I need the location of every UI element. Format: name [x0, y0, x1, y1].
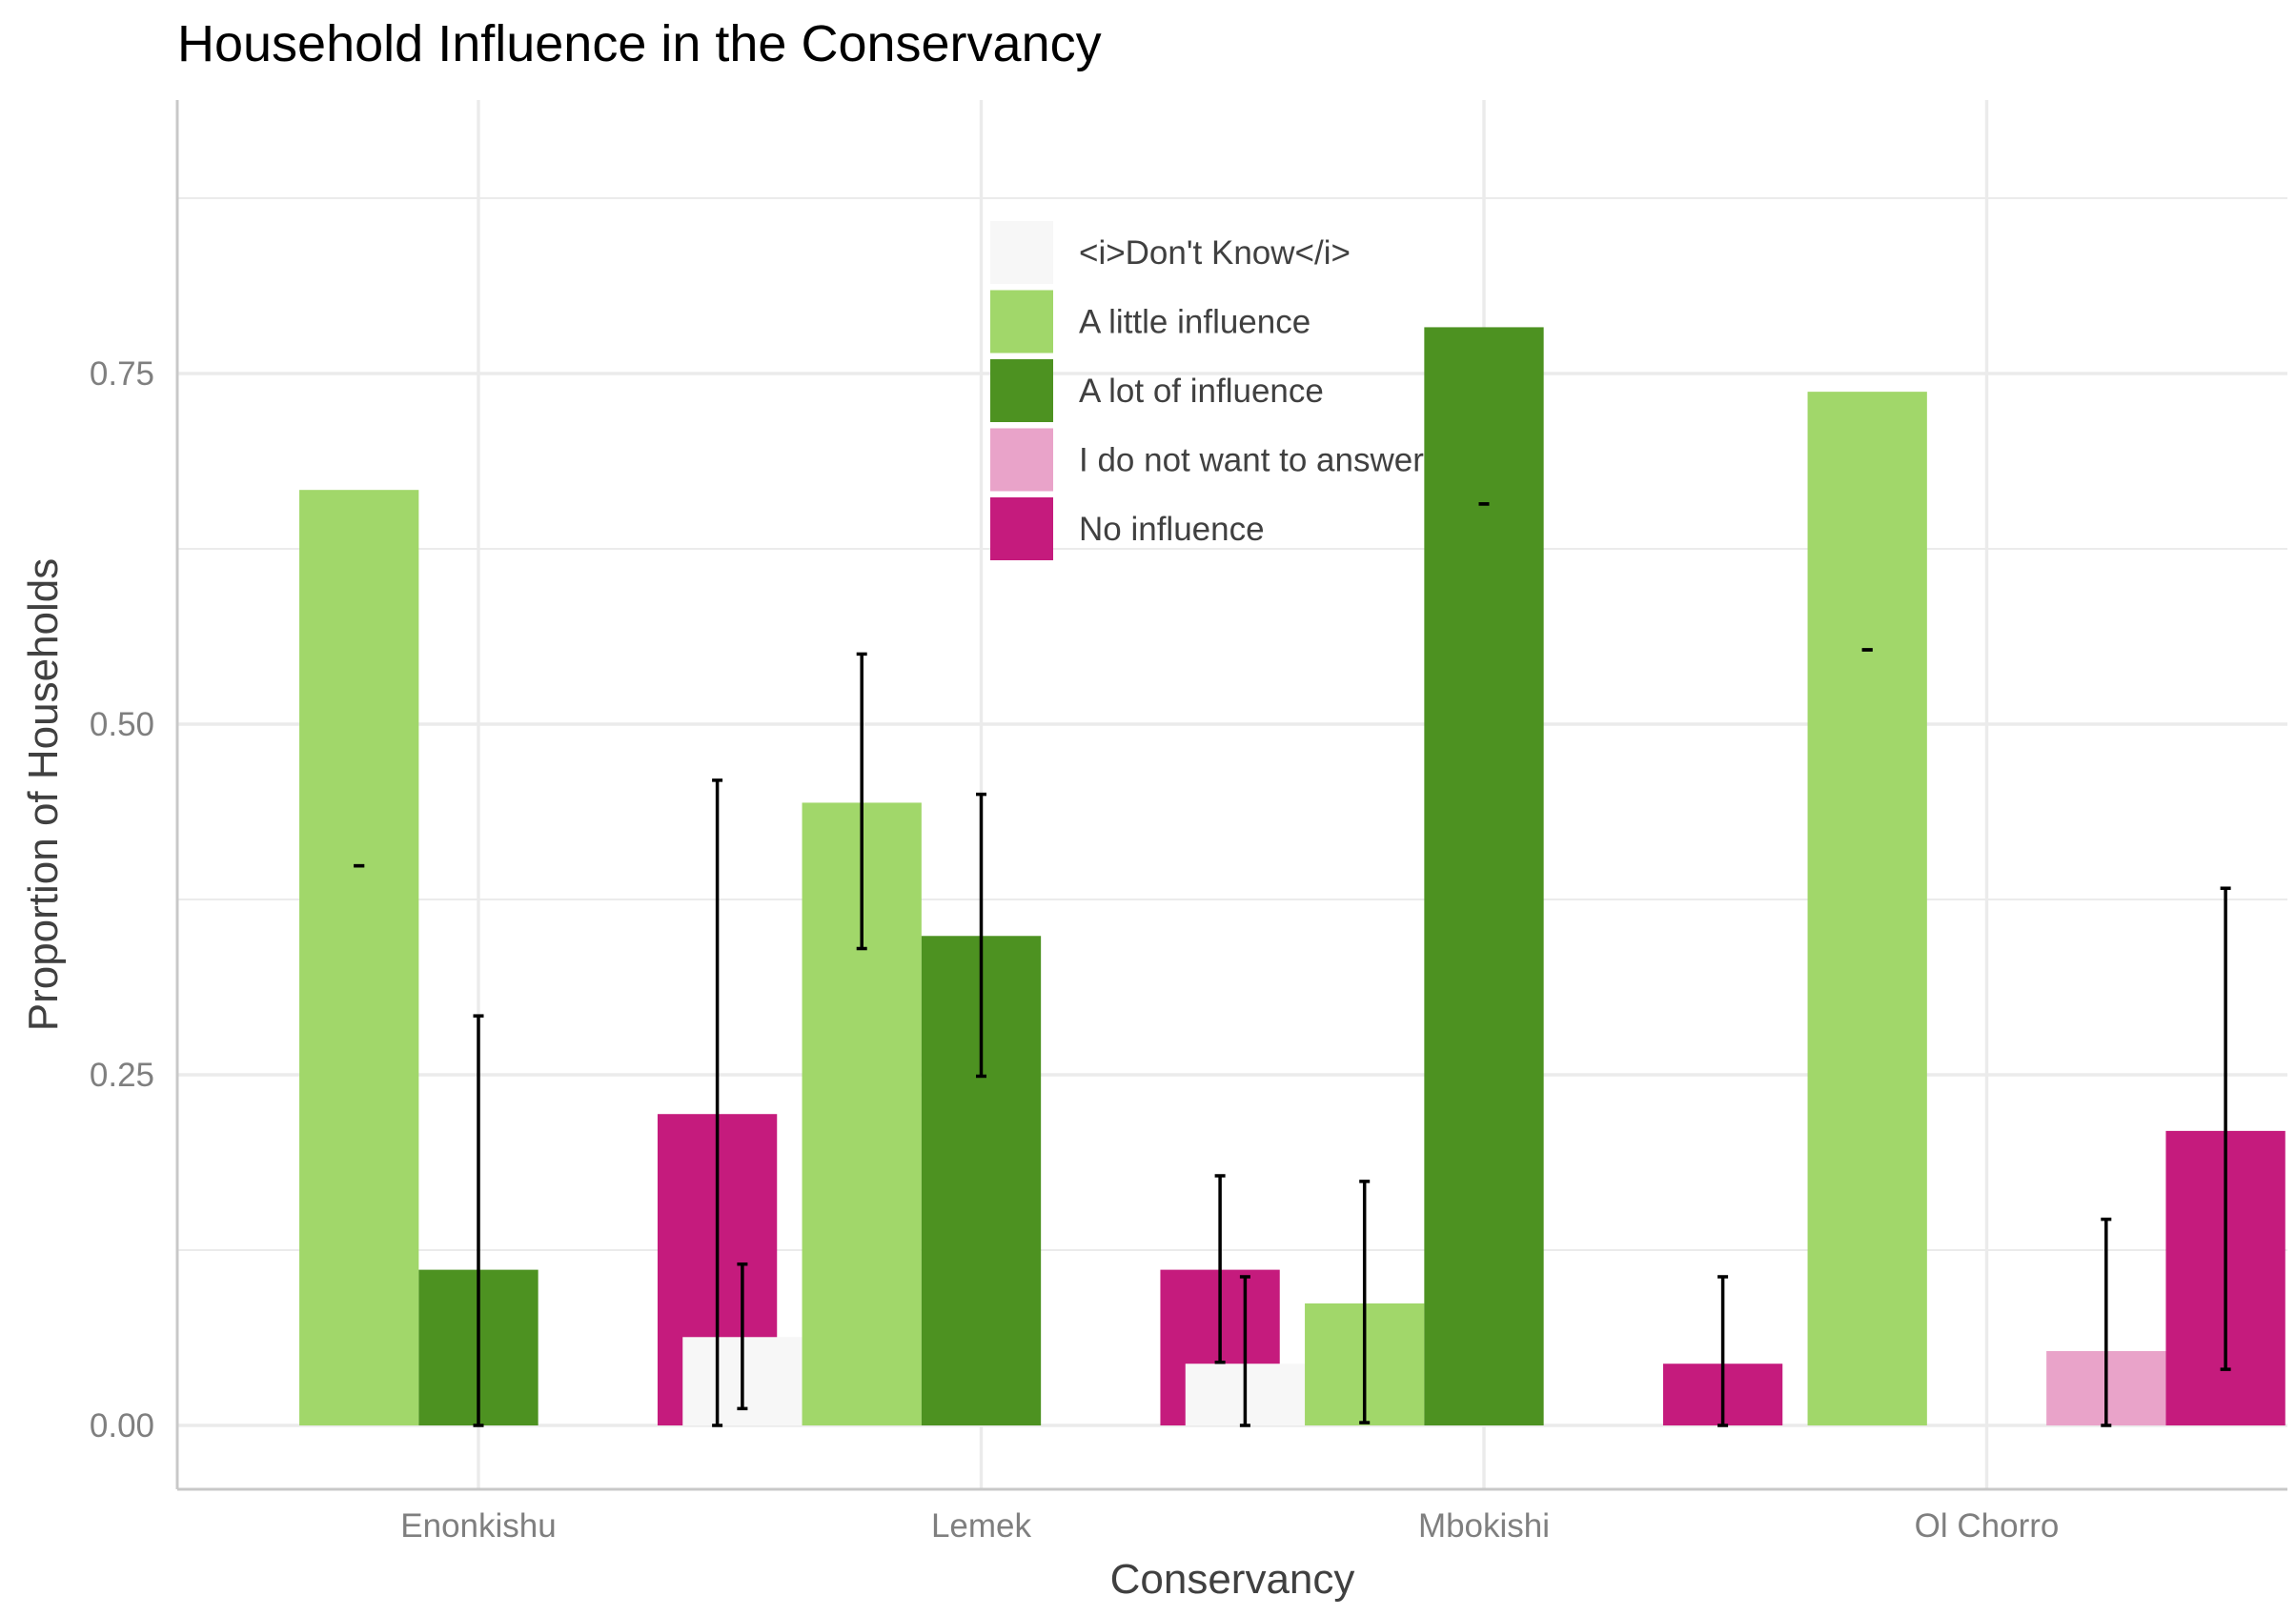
x-tick-label-ol-chorro: Ol Chorro — [1915, 1507, 2060, 1545]
y-tick-label: 0.25 — [90, 1057, 154, 1094]
legend-item-a-little-influence: A little influence — [990, 290, 1311, 354]
legend-label: A lot of influence — [1079, 373, 1324, 410]
error-bar-ol-chorro-no-influence — [2220, 886, 2231, 1371]
error-bar-lemek-don-t-know — [737, 1262, 748, 1411]
legend-key — [990, 290, 1053, 354]
legend-label: <i>Don't Know</i> — [1079, 234, 1351, 272]
x-axis-title: Conservancy — [1110, 1556, 1355, 1603]
legend-label: No influence — [1079, 511, 1265, 548]
x-tick-label-enonkishu: Enonkishu — [400, 1507, 556, 1545]
legend-item-don-t-know: <i>Don't Know</i> — [990, 221, 1351, 284]
error-bar-lemek-a-little-influence — [856, 652, 867, 951]
y-tick-label: 0.00 — [90, 1407, 154, 1444]
error-bars — [354, 502, 2231, 1427]
bar-enonkishu-a-little-influence — [299, 490, 419, 1425]
axes: 0.00 0.25 0.50 0.75 Enonkishu Lemek Mbokishi Ol… — [90, 100, 2287, 1545]
legend: <i>Don't Know</i> A little influence A lot… — [990, 221, 1424, 560]
x-tick-label-lemek: Lemek — [931, 1507, 1032, 1545]
legend-item-i-do-not-want-to-answer: I do not want to answer — [990, 428, 1424, 492]
legend-key — [990, 359, 1053, 422]
bar-ol-chorro-a-little-influence — [1807, 392, 1927, 1425]
y-axis-title: Proportion of Households — [20, 558, 67, 1032]
legend-key — [990, 428, 1053, 492]
error-bar-ol-chorro-i-do-not-want-to-answer — [2101, 1217, 2112, 1427]
legend-key — [990, 221, 1053, 284]
x-tick-label-mbokishi: Mbokishi — [1418, 1507, 1550, 1545]
bar-mbokishi-a-lot-of-influence — [1424, 327, 1544, 1425]
legend-label: I do not want to answer — [1079, 442, 1424, 479]
error-bar-lemek-a-lot-of-influence — [976, 792, 986, 1079]
y-tick-label: 0.50 — [90, 706, 154, 743]
legend-label: A little influence — [1079, 304, 1311, 341]
error-bar-mbokishi-no-influence — [1717, 1275, 1729, 1427]
legend-item-no-influence: No influence — [990, 497, 1265, 560]
error-bar-lemek-no-influence — [1214, 1174, 1226, 1364]
legend-key — [990, 497, 1053, 560]
y-tick-label: 0.75 — [90, 355, 154, 393]
error-bar-enonkishu-no-influence — [712, 778, 723, 1427]
error-bar-mbokishi-don-t-know — [1239, 1275, 1250, 1427]
error-bar-enonkishu-a-lot-of-influence — [473, 1014, 484, 1427]
chart-title: Household Influence in the Conservancy — [177, 15, 1102, 72]
legend-item-a-lot-of-influence: A lot of influence — [990, 359, 1324, 422]
error-bar-mbokishi-a-little-influence — [1359, 1180, 1371, 1424]
